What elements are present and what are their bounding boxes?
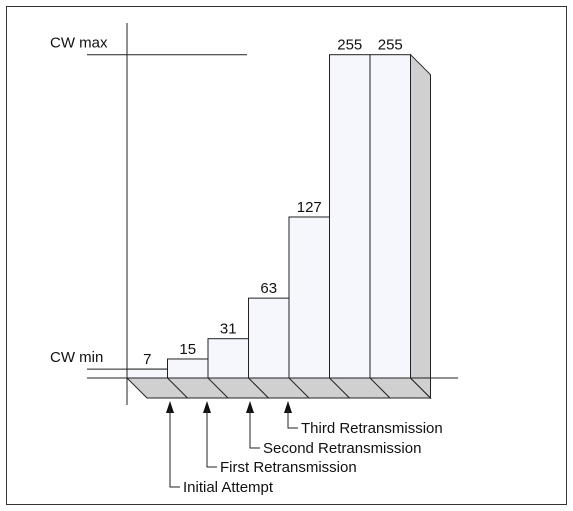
arrowhead (246, 401, 254, 413)
value-label: 31 (220, 321, 237, 338)
value-label: 7 (143, 351, 151, 368)
side-face (410, 53, 431, 400)
arrowhead (203, 401, 211, 413)
arrowhead (284, 401, 292, 413)
annotation: First Retransmission (220, 459, 357, 476)
floor-edge (167, 377, 188, 399)
level-label: CW max (50, 35, 108, 52)
annotation: Second Retransmission (263, 440, 421, 457)
annotation: Initial Attempt (183, 479, 274, 496)
floor-edge (207, 377, 229, 399)
arrow-line (169, 410, 180, 488)
floor-edge (288, 377, 310, 399)
bar (369, 54, 411, 379)
value-label: 255 (378, 37, 403, 54)
value-label: 127 (297, 199, 322, 216)
floor-edge (248, 377, 269, 399)
value-label: 63 (260, 280, 277, 297)
level-label: CW min (50, 349, 103, 366)
bar (288, 216, 330, 379)
bar (329, 54, 371, 379)
bar (207, 338, 249, 379)
arrow-line (287, 410, 298, 429)
arrow-line (249, 410, 260, 449)
floor (125, 377, 432, 399)
bar (126, 368, 168, 379)
value-label: 15 (179, 341, 196, 358)
arrowhead (166, 401, 174, 413)
bar (167, 358, 209, 379)
bar (248, 297, 290, 379)
floor-edge (329, 377, 350, 399)
frame (6, 6, 567, 505)
floor-edge (369, 377, 391, 399)
arrow-line (206, 410, 217, 468)
value-label: 255 (337, 37, 362, 54)
annotation: Third Retransmission (301, 420, 443, 437)
